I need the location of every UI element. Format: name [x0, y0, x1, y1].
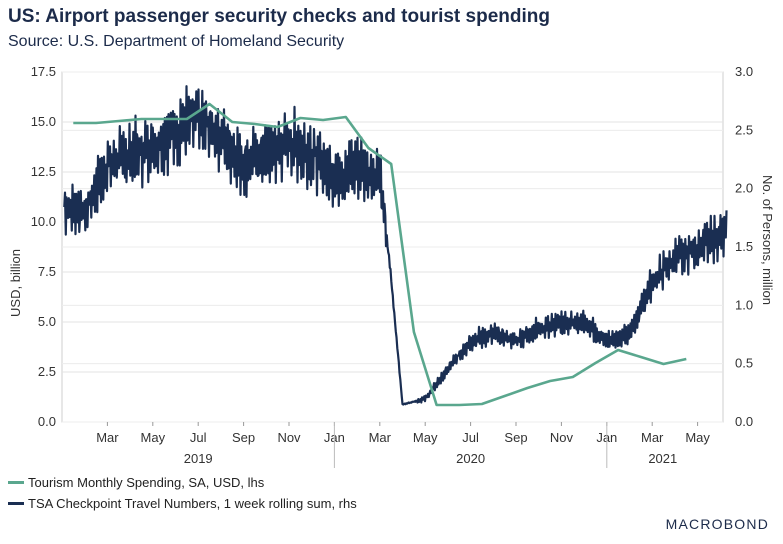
x-tick-label: Sep — [232, 430, 255, 445]
left-tick-label: 2.5 — [38, 364, 56, 379]
legend-label-tourism: Tourism Monthly Spending, SA, USD, lhs — [28, 475, 265, 490]
x-axis-ticks: Mar May Jul Sep Nov Jan Mar May Jul Sep Nov Jan Mar M… — [96, 422, 710, 468]
macrobond-logo: MACROBOND — [665, 516, 769, 532]
legend-label-tsa: TSA Checkpoint Travel Numbers, 1 week ro… — [28, 496, 357, 511]
year-label: 2020 — [456, 451, 485, 466]
x-tick-label: May — [141, 430, 166, 445]
series-layer — [63, 85, 728, 407]
right-tick-label: 3.0 — [735, 64, 753, 79]
right-tick-label: 2.5 — [735, 122, 753, 137]
x-tick-label: Nov — [277, 430, 301, 445]
legend-swatch-tourism — [8, 481, 24, 484]
grid-lines — [61, 71, 724, 423]
x-tick-label: Jul — [462, 430, 479, 445]
legend-swatch-tsa — [8, 502, 24, 505]
left-axis-ticks: 0.0 2.5 5.0 7.5 10.0 12.5 15.0 17.5 — [31, 64, 56, 429]
left-axis-title: USD, billion — [8, 249, 23, 317]
x-tick-label: Mar — [96, 430, 119, 445]
right-tick-label: 1.0 — [735, 297, 753, 312]
right-tick-label: 0.5 — [735, 356, 753, 371]
right-axis-ticks: 0.0 0.5 1.0 1.5 2.0 2.5 3.0 — [735, 64, 753, 429]
legend-item-tsa: TSA Checkpoint Travel Numbers, 1 week ro… — [8, 496, 357, 511]
left-tick-label: 12.5 — [31, 164, 56, 179]
x-tick-label: May — [413, 430, 438, 445]
right-tick-label: 1.5 — [735, 239, 753, 254]
chart-subtitle: Source: U.S. Department of Homeland Secu… — [8, 33, 345, 50]
legend-item-tourism: Tourism Monthly Spending, SA, USD, lhs — [8, 475, 264, 490]
left-tick-label: 10.0 — [31, 214, 56, 229]
right-tick-label: 2.0 — [735, 181, 753, 196]
right-tick-label: 0.0 — [735, 414, 753, 429]
x-tick-label: Mar — [369, 430, 392, 445]
year-label: 2021 — [648, 451, 677, 466]
x-tick-label: May — [685, 430, 710, 445]
right-axis-title: No. of Persons, million — [760, 175, 775, 305]
left-tick-label: 17.5 — [31, 64, 56, 79]
chart-title: US: Airport passenger security checks an… — [8, 6, 550, 27]
x-tick-label: Nov — [550, 430, 574, 445]
series-line-tsa — [63, 85, 728, 406]
year-label: 2019 — [184, 451, 213, 466]
left-tick-label: 7.5 — [38, 264, 56, 279]
left-tick-label: 15.0 — [31, 114, 56, 129]
left-tick-label: 5.0 — [38, 314, 56, 329]
x-tick-label: Sep — [504, 430, 527, 445]
left-tick-label: 0.0 — [38, 414, 56, 429]
series-line-tourism — [73, 102, 687, 407]
x-tick-label: Mar — [641, 430, 664, 445]
x-tick-label: Jul — [190, 430, 207, 445]
